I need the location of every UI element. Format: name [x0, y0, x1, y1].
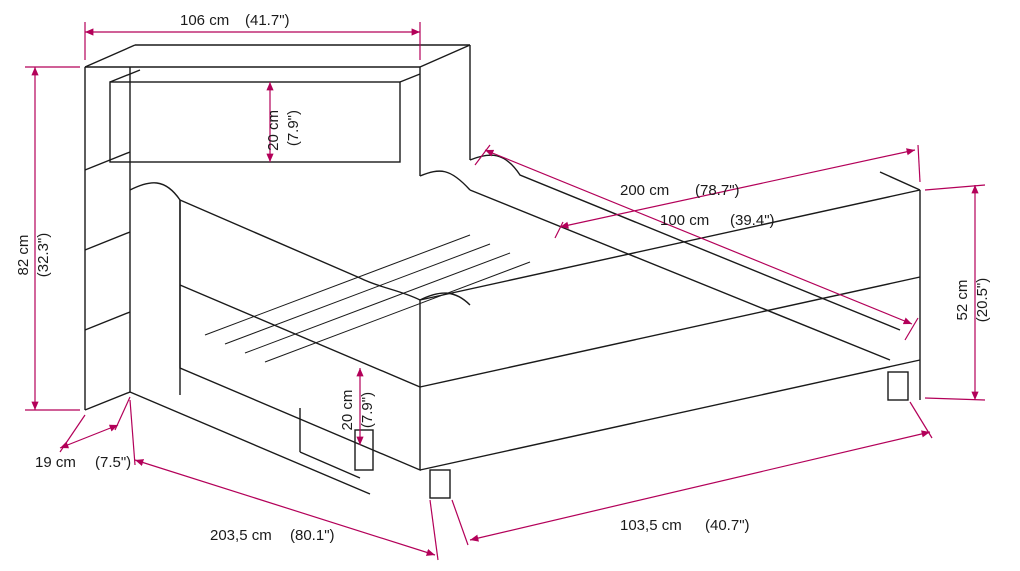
label-length-outer-cm: 203,5 cm	[210, 527, 272, 544]
label-mattress-length-cm: 200 cm	[620, 182, 669, 199]
label-shelf-depth-in: (7.5")	[95, 454, 131, 471]
label-length-outer-in: (80.1")	[290, 527, 335, 544]
dimension-lines	[25, 22, 985, 560]
label-headboard-width-cm: 106 cm	[180, 12, 229, 29]
label-mattress-width-in: (39.4")	[730, 212, 775, 229]
label-shelf-depth-cm: 19 cm	[35, 454, 76, 471]
label-total-height-cm: 82 cm	[15, 235, 32, 276]
label-opening-in: (7.9")	[285, 110, 302, 146]
label-opening-cm: 20 cm	[265, 110, 282, 151]
label-footboard-height-in: (20.5")	[974, 278, 991, 323]
label-clearance-cm: 20 cm	[339, 390, 356, 431]
dimension-labels: 106 cm (41.7") 20 cm (7.9") 82 cm (32.3"…	[15, 12, 991, 544]
label-clearance-in: (7.9")	[359, 392, 376, 428]
product-outline	[85, 45, 920, 498]
dimension-drawing: 106 cm (41.7") 20 cm (7.9") 82 cm (32.3"…	[0, 0, 1020, 571]
label-footboard-width-in: (40.7")	[705, 517, 750, 534]
label-footboard-width-cm: 103,5 cm	[620, 517, 682, 534]
label-mattress-length-in: (78.7")	[695, 182, 740, 199]
label-total-height-in: (32.3")	[35, 233, 52, 278]
label-mattress-width-cm: 100 cm	[660, 212, 709, 229]
label-headboard-width-in: (41.7")	[245, 12, 290, 29]
label-footboard-height-cm: 52 cm	[954, 280, 971, 321]
